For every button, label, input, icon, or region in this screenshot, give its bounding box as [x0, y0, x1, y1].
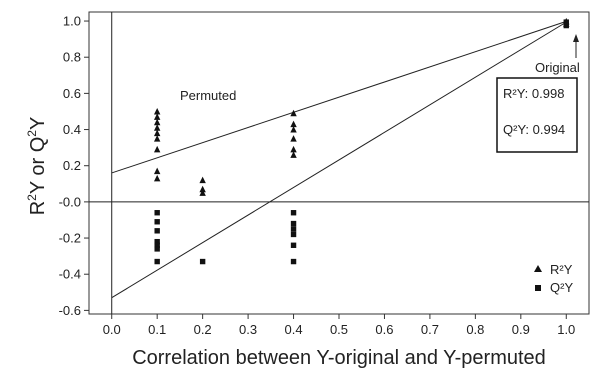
y-tick-label: 0.6	[63, 86, 81, 101]
legend-r2-label: R²Y	[550, 262, 573, 277]
x-axis-title: Correlation between Y-original and Y-per…	[132, 347, 546, 369]
y-ticks: -0.6 -0.4 -0.2 -0.0 0.2 0.4 0.6 0.8 1.0	[59, 14, 89, 318]
y-title-part-1: R	[27, 201, 49, 215]
q2-point	[563, 22, 569, 29]
y-tick-label: -0.6	[59, 303, 81, 318]
permuted-label: Permuted	[180, 88, 236, 103]
y-title-part-3: Y	[27, 117, 49, 130]
x-tick-label: 0.5	[330, 322, 348, 337]
y-axis-title: R2Y or Q2Y	[25, 117, 49, 216]
r2-point	[153, 124, 161, 131]
r2-point	[199, 185, 206, 193]
r2-point	[290, 126, 297, 133]
r2-point	[153, 145, 161, 153]
r2-point	[290, 145, 297, 153]
q2-point	[154, 246, 160, 252]
q2-point	[154, 242, 160, 248]
r2-point	[290, 120, 297, 128]
y-tick-label: 0.2	[63, 158, 81, 173]
x-tick-label: 0.9	[512, 322, 530, 337]
y-tick-label: 0.8	[63, 50, 81, 65]
q2-point	[290, 242, 297, 248]
q2-point	[290, 226, 297, 232]
q2-point	[154, 258, 160, 265]
stats-box	[496, 77, 578, 153]
data-points	[153, 17, 570, 265]
r2-point	[199, 176, 206, 184]
r2-point	[199, 189, 206, 196]
original-label: Original	[535, 60, 580, 75]
r2-point	[153, 135, 161, 142]
legend-q2-label: Q²Y	[550, 280, 573, 295]
q2-point	[563, 19, 569, 25]
y-title-sup-2: 2	[25, 130, 39, 137]
y-tick-label: 1.0	[63, 14, 81, 29]
r2-point	[153, 174, 161, 182]
x-tick-label: 1.0	[557, 322, 575, 337]
r2-point	[290, 151, 297, 158]
r2-stat: R²Y: 0.998	[503, 86, 564, 101]
q2-point	[290, 210, 297, 216]
r2-point	[153, 107, 161, 115]
r2-point	[153, 113, 161, 120]
r2-point	[153, 167, 161, 175]
x-tick-label: 0.6	[375, 322, 393, 337]
y-tick-label: -0.4	[59, 267, 81, 282]
x-tick-label: 0.8	[466, 322, 484, 337]
x-tick-label: 0.7	[421, 322, 439, 337]
regression-line	[111, 20, 567, 174]
r2-point	[290, 109, 297, 117]
regression-lines	[111, 20, 567, 299]
original-arrow-head	[573, 34, 579, 42]
x-tick-label: 0.2	[194, 322, 212, 337]
plot-frame	[88, 11, 590, 315]
r2-point	[290, 135, 297, 142]
q2-point	[154, 228, 160, 234]
q2-point	[290, 258, 297, 265]
y-tick-label: -0.2	[59, 231, 81, 246]
q2-point	[154, 210, 160, 216]
legend-r2-marker	[534, 265, 542, 272]
q2-point	[199, 258, 206, 265]
legend-q2-marker	[535, 285, 541, 291]
y-tick-label: -0.0	[59, 194, 81, 209]
r2-point	[153, 129, 161, 137]
legend: R²Y Q²Y	[534, 262, 573, 295]
q2-point	[154, 219, 160, 225]
x-ticks: 0.0 0.1 0.2 0.3 0.4 0.5 0.6 0.7 0.8 0.9 1.0	[103, 314, 575, 337]
y-title-part-2: Y or Q	[27, 137, 49, 194]
q2-stat: Q²Y: 0.994	[503, 122, 565, 137]
x-tick-label: 0.0	[103, 322, 121, 337]
x-tick-label: 0.4	[285, 322, 303, 337]
regression-line	[111, 21, 567, 299]
q2-point	[290, 231, 297, 238]
x-tick-label: 0.3	[239, 322, 257, 337]
y-title-sup-1: 2	[25, 194, 39, 201]
q2-point	[154, 238, 160, 245]
x-tick-label: 0.1	[148, 322, 166, 337]
y-tick-label: 0.4	[63, 122, 81, 137]
q2-point	[290, 220, 297, 227]
r2-point	[153, 118, 161, 126]
